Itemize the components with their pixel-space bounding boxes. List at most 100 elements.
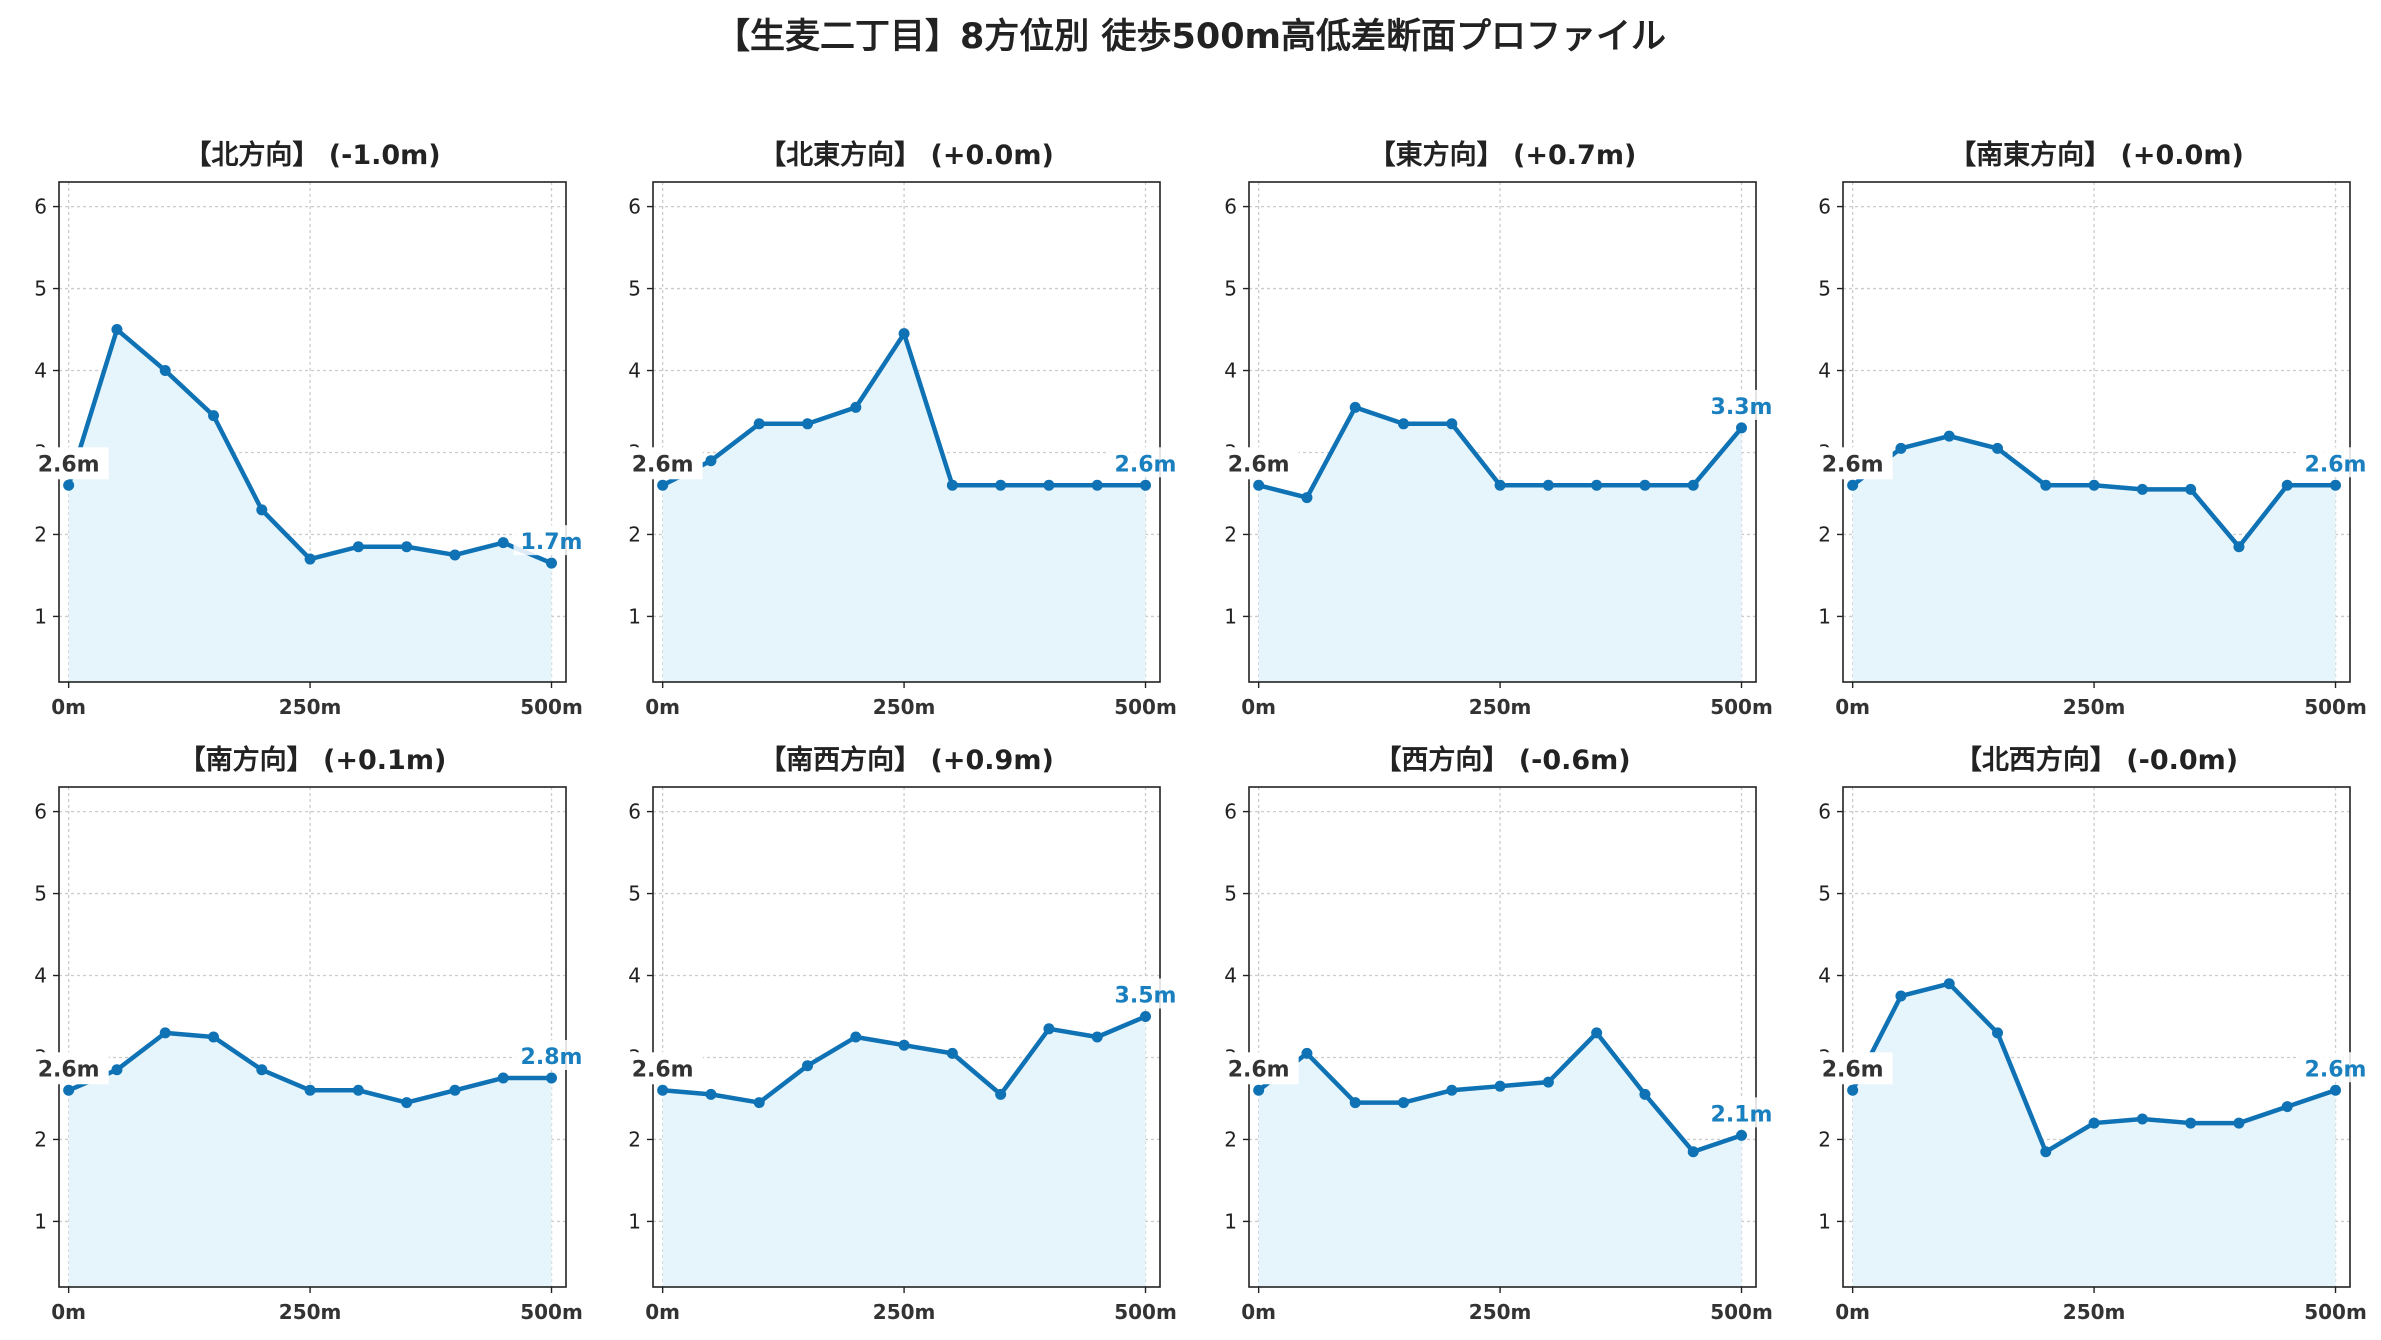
area-fill — [1258, 407, 1742, 682]
data-point — [995, 1088, 1007, 1100]
data-point — [2185, 483, 2197, 495]
data-point — [2330, 479, 2342, 491]
area-fill — [662, 1016, 1146, 1287]
data-point — [304, 1084, 316, 1096]
y-tick-label: 6 — [1818, 195, 1831, 219]
data-point — [2040, 479, 2052, 491]
chart-title: 【北東方向】 (+0.0m) — [759, 139, 1054, 171]
y-tick-label: 2 — [34, 522, 47, 546]
y-tick-label: 1 — [1224, 604, 1237, 628]
end-label-box — [513, 525, 590, 556]
data-point — [1736, 1129, 1748, 1141]
data-point — [256, 1064, 268, 1076]
y-tick-label: 5 — [628, 277, 641, 301]
y-tick-label: 4 — [34, 359, 47, 383]
data-point — [256, 504, 268, 516]
data-point — [1687, 479, 1699, 491]
data-point — [497, 537, 509, 549]
x-tick-label: 500m — [1710, 695, 1773, 719]
data-point — [159, 365, 171, 377]
data-point — [2088, 479, 2100, 491]
y-tick-label: 5 — [1818, 277, 1831, 301]
y-tick-label: 1 — [1224, 1209, 1237, 1233]
data-point — [449, 549, 461, 561]
data-point — [1349, 1097, 1361, 1109]
data-point — [1301, 492, 1313, 504]
data-point — [1043, 1023, 1055, 1035]
data-point — [705, 455, 717, 467]
area-fill — [1852, 983, 2336, 1287]
x-tick-label: 250m — [1469, 1300, 1532, 1324]
end-label-box — [1703, 1097, 1780, 1128]
start-label-box — [28, 1052, 109, 1085]
data-point — [995, 479, 1007, 491]
plot-frame — [1248, 181, 1757, 683]
data-point — [1992, 1027, 2004, 1039]
y-tick-label: 6 — [628, 800, 641, 824]
y-tick-label: 1 — [1818, 604, 1831, 628]
plot-frame — [1248, 786, 1757, 1288]
page-title: 【生麦二丁目】8方位別 徒歩500m高低差断面プロファイル — [714, 17, 1667, 57]
plot-frame — [1842, 181, 2351, 683]
end-label: 2.6m — [2305, 1057, 2367, 1082]
y-tick-label: 5 — [1818, 882, 1831, 906]
x-tick-label: 0m — [51, 695, 86, 719]
plot-frame — [652, 786, 1161, 1288]
y-tick-label: 2 — [1818, 522, 1831, 546]
plot-frame — [652, 181, 1161, 683]
x-tick-label: 500m — [2304, 695, 2367, 719]
start-label: 2.6m — [1822, 452, 1884, 477]
x-tick-label: 0m — [645, 1300, 680, 1324]
data-point — [1043, 479, 1055, 491]
data-point — [2330, 1084, 2342, 1096]
data-point — [1639, 479, 1651, 491]
data-point — [2281, 479, 2293, 491]
start-label-box — [622, 447, 703, 480]
area-fill — [1258, 1032, 1742, 1287]
data-point — [1140, 479, 1152, 491]
data-point — [1253, 479, 1265, 491]
end-label-box — [2297, 447, 2374, 478]
area-fill — [68, 329, 552, 682]
end-label-box — [513, 1039, 590, 1070]
data-point — [352, 541, 364, 553]
data-point — [802, 418, 814, 430]
end-label: 2.6m — [1115, 452, 1177, 477]
start-label-box — [1812, 1052, 1893, 1085]
x-tick-label: 500m — [1114, 695, 1177, 719]
y-tick-label: 6 — [1224, 800, 1237, 824]
data-point — [1639, 1088, 1651, 1100]
plot-frame — [1842, 786, 2351, 1288]
y-tick-label: 5 — [1224, 277, 1237, 301]
data-point — [1992, 442, 2004, 454]
y-tick-label: 1 — [628, 604, 641, 628]
data-point — [1591, 1027, 1603, 1039]
y-tick-label: 2 — [34, 1127, 47, 1151]
x-tick-label: 250m — [2063, 1300, 2126, 1324]
data-point — [1349, 401, 1361, 413]
y-tick-label: 4 — [628, 359, 641, 383]
chart-title: 【南方向】 (+0.1m) — [179, 744, 447, 776]
data-point — [546, 557, 558, 569]
chart-title: 【南東方向】 (+0.0m) — [1949, 139, 2244, 171]
data-point — [2136, 1113, 2148, 1125]
data-point — [546, 1072, 558, 1084]
y-tick-label: 6 — [34, 195, 47, 219]
data-point — [1943, 978, 1955, 990]
y-tick-label: 4 — [628, 964, 641, 988]
start-label-box — [28, 447, 109, 480]
data-point — [2233, 1117, 2245, 1129]
y-tick-label: 2 — [1224, 1127, 1237, 1151]
y-tick-label: 2 — [1818, 1127, 1831, 1151]
start-label-box — [1218, 1052, 1299, 1085]
end-label: 2.8m — [521, 1045, 583, 1070]
x-tick-label: 250m — [279, 695, 342, 719]
data-point — [1542, 479, 1554, 491]
x-tick-label: 250m — [279, 1300, 342, 1324]
data-point — [946, 479, 958, 491]
data-point — [1091, 1031, 1103, 1043]
data-point — [898, 328, 910, 340]
chart-title: 【北方向】 (-1.0m) — [184, 139, 440, 171]
data-point — [850, 401, 862, 413]
end-label: 3.5m — [1115, 984, 1177, 1009]
